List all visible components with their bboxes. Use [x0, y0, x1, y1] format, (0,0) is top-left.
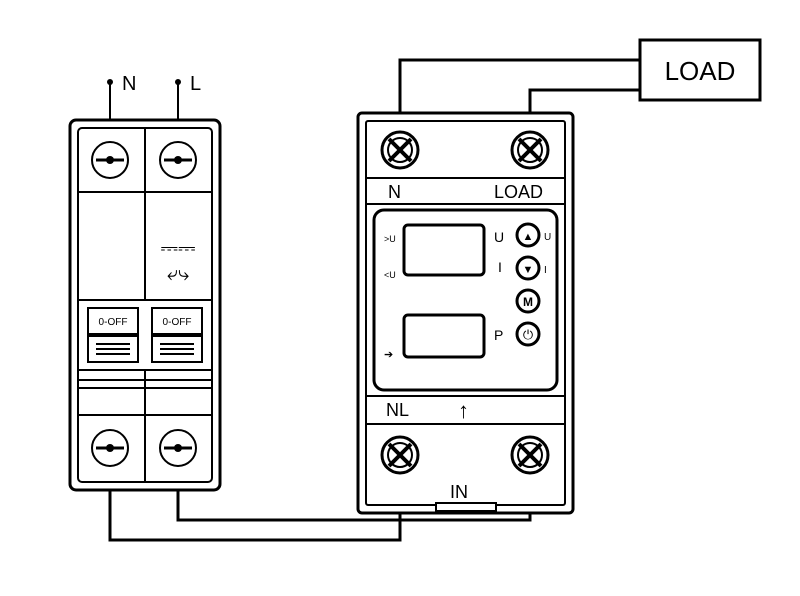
svg-text:⏻: ⏻: [523, 327, 533, 342]
relay-bottom-terminal-n: [382, 437, 418, 473]
breaker-top-terminal-n: [92, 142, 128, 178]
protection-relay: N LOAD >U <U ➔ U I P ▲ U ▼ I M: [358, 113, 573, 513]
indicator-u: U: [494, 229, 504, 245]
input-label-n: N: [122, 73, 136, 95]
relay-bottom-terminal-l: [512, 437, 548, 473]
svg-text:0-OFF: 0-OFF: [163, 317, 192, 328]
breaker-top-terminal-l: [160, 142, 196, 178]
wiring-diagram: N L LOAD ⎓⎓ ⤶⤷: [0, 0, 800, 596]
relay-top-terminal-n: [382, 132, 418, 168]
input-label-l: L: [190, 73, 201, 95]
load-label: LOAD: [665, 56, 736, 86]
breaker-toggle-right[interactable]: 0-OFF: [152, 308, 202, 362]
svg-text:▲: ▲: [523, 231, 534, 243]
indicator-p: P: [494, 327, 503, 343]
lcd-window-2: [404, 315, 484, 357]
svg-text:⎓⎓: ⎓⎓: [160, 235, 195, 260]
breaker-bottom-terminal-l: [160, 430, 196, 466]
relay-top-label-load: LOAD: [494, 182, 543, 202]
relay-state-icon: ➔: [384, 349, 393, 361]
power-button[interactable]: ⏻: [517, 323, 539, 345]
circuit-breaker: ⎓⎓ ⤶⤷ 0-OFF 0-OFF: [70, 120, 220, 490]
indicator-i: I: [498, 259, 502, 275]
lcd-window-1: [404, 225, 484, 275]
mode-button[interactable]: M: [517, 290, 539, 312]
relay-arrow-icon: ↑: [458, 398, 469, 423]
svg-text:M: M: [523, 295, 533, 309]
load-box: LOAD: [640, 40, 760, 100]
svg-text:0-OFF: 0-OFF: [99, 317, 128, 328]
svg-text:U: U: [544, 232, 551, 243]
relay-bottom-label-in: IN: [450, 482, 468, 502]
relay-top-label-n: N: [388, 182, 401, 202]
over-voltage-indicator: >U: [384, 234, 396, 244]
svg-text:▼: ▼: [523, 264, 534, 276]
breaker-toggle-left[interactable]: 0-OFF: [88, 308, 138, 362]
relay-bottom-label-nl: NL: [386, 400, 409, 420]
svg-text:⤶⤷: ⤶⤷: [167, 263, 189, 285]
under-voltage-indicator: <U: [384, 270, 396, 280]
breaker-bottom-terminal-n: [92, 430, 128, 466]
svg-text:I: I: [544, 265, 547, 276]
relay-top-terminal-load: [512, 132, 548, 168]
